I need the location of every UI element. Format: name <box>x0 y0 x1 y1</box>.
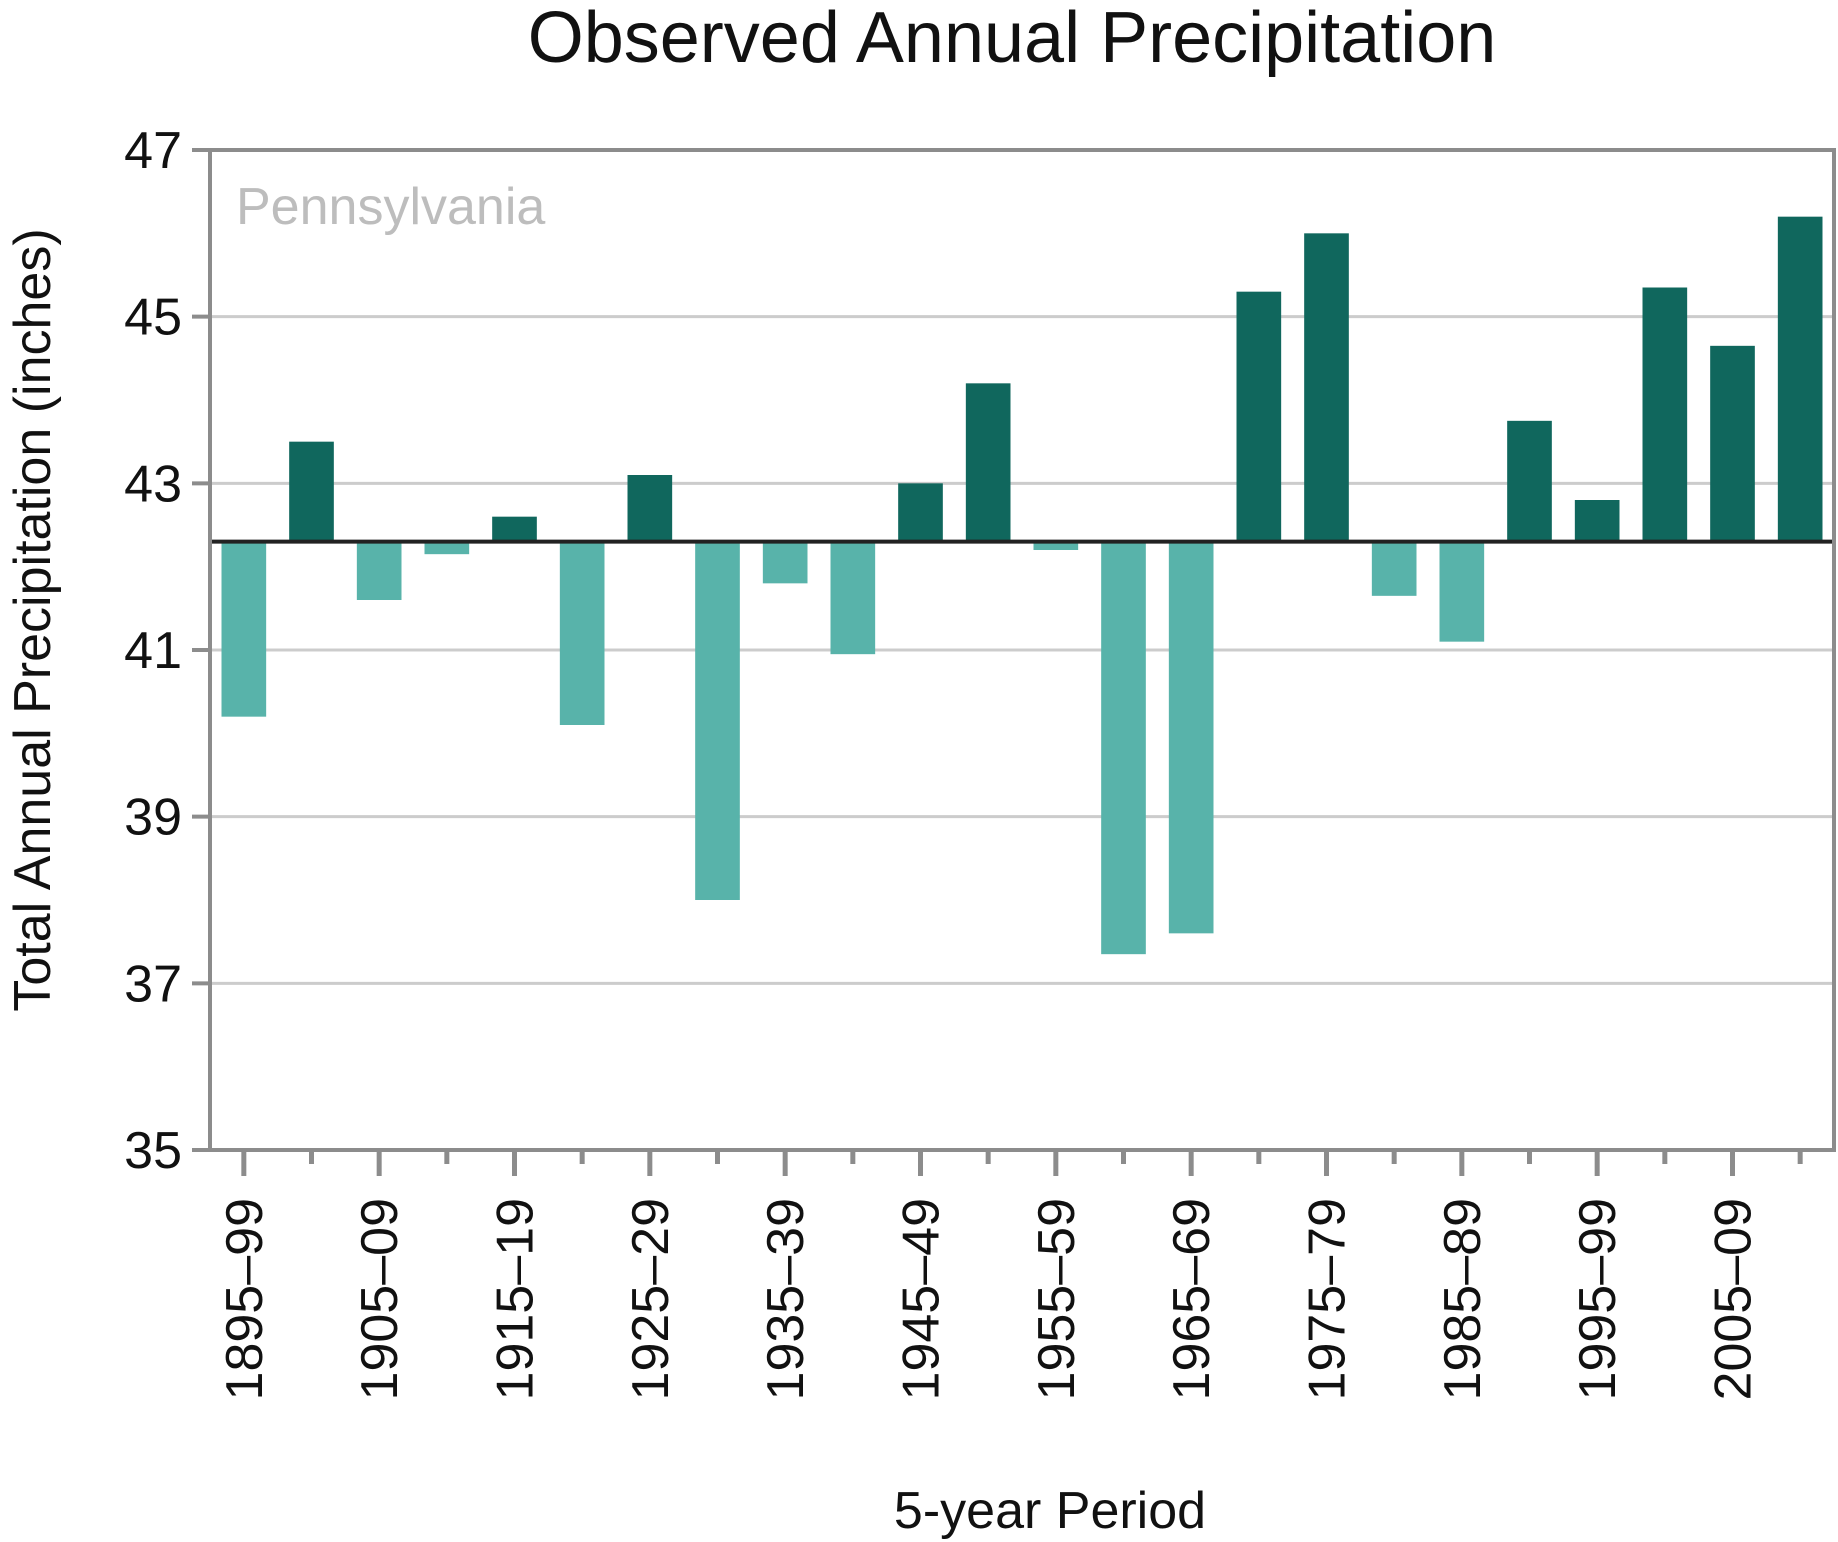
y-tick-label-35: 35 <box>124 1122 182 1180</box>
bar-1970–74 <box>1236 291 1282 542</box>
x-tick-label-1935–39: 1935–39 <box>757 1198 815 1400</box>
bar-1995–99 <box>1574 500 1620 542</box>
bar-1895–99 <box>221 541 267 717</box>
bar-2000–04 <box>1642 287 1688 542</box>
y-tick-label-47: 47 <box>124 122 182 180</box>
bar-2005–09 <box>1710 345 1755 542</box>
y-tick-label-41: 41 <box>124 622 182 680</box>
bar-1990–94 <box>1507 420 1552 542</box>
bar-1905–09 <box>356 541 402 600</box>
state-annotation: Pennsylvania <box>236 178 545 236</box>
y-tick-label-37: 37 <box>124 955 182 1013</box>
x-tick-label-1915–19: 1915–19 <box>487 1198 545 1400</box>
bars <box>221 216 1823 955</box>
bar-1960–64 <box>1101 541 1146 955</box>
bar-1915–19 <box>492 516 537 542</box>
bar-1910–14 <box>424 541 470 555</box>
x-axis-label: 5-year Period <box>894 1482 1206 1540</box>
bar-1935–39 <box>762 541 808 584</box>
x-tick-label-1975–79: 1975–79 <box>1299 1198 1357 1400</box>
x-axis-ticks: 1895–99 1905–09 1915–19 1925–29 1935–39 1945–… <box>216 1150 1803 1400</box>
chart-title: Observed Annual Precipitation <box>528 0 1497 78</box>
x-tick-label-1895–99: 1895–99 <box>216 1198 274 1400</box>
x-tick-label-2005–09: 2005–09 <box>1705 1198 1763 1400</box>
x-tick-label-1905–09: 1905–09 <box>351 1198 409 1400</box>
x-tick-label-1995–99: 1995–99 <box>1569 1198 1627 1400</box>
y-tick-label-39: 39 <box>124 789 182 847</box>
bar-1955–59 <box>1033 541 1079 550</box>
bar-1980–84 <box>1371 541 1417 596</box>
bar-1900–04 <box>289 441 334 542</box>
bar-1920–24 <box>559 541 605 725</box>
y-tick-label-45: 45 <box>124 289 182 347</box>
bar-1950–54 <box>965 383 1011 542</box>
x-tick-label-1965–69: 1965–69 <box>1163 1198 1221 1400</box>
bar-1930–34 <box>695 541 740 900</box>
y-axis-label: Total Annual Precipitation (inches) <box>4 228 62 1011</box>
grid-lines <box>210 315 1834 985</box>
bar-1945–49 <box>898 483 943 542</box>
bar-1925–29 <box>627 475 673 542</box>
bar-1975–79 <box>1304 233 1349 542</box>
x-tick-label-1945–49: 1945–49 <box>893 1198 951 1400</box>
y-tick-label-43: 43 <box>124 455 182 513</box>
y-axis-ticks: 35 37 39 41 43 45 47 <box>124 122 210 1180</box>
x-tick-label-1955–59: 1955–59 <box>1028 1198 1086 1400</box>
bar-2010–14 <box>1777 216 1823 542</box>
bar-1965–69 <box>1168 541 1214 934</box>
bar-1940–44 <box>830 541 876 655</box>
bar-1985–89 <box>1439 541 1485 642</box>
x-tick-label-1985–89: 1985–89 <box>1434 1198 1492 1400</box>
x-tick-label-1925–29: 1925–29 <box>622 1198 680 1400</box>
